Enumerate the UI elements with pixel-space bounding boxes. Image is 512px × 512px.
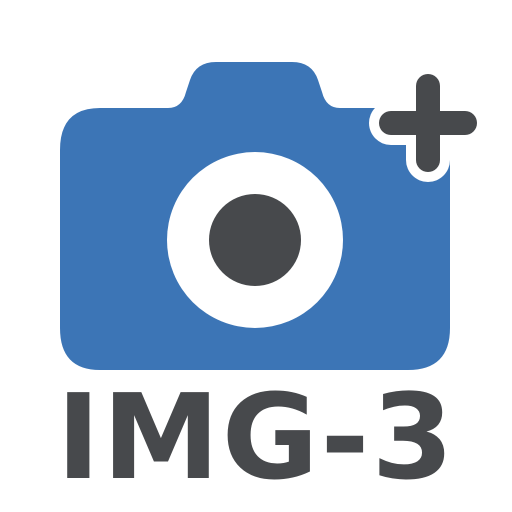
icon-label: IMG-3	[56, 368, 456, 506]
lens-center	[209, 194, 301, 286]
plus-icon	[379, 74, 477, 172]
